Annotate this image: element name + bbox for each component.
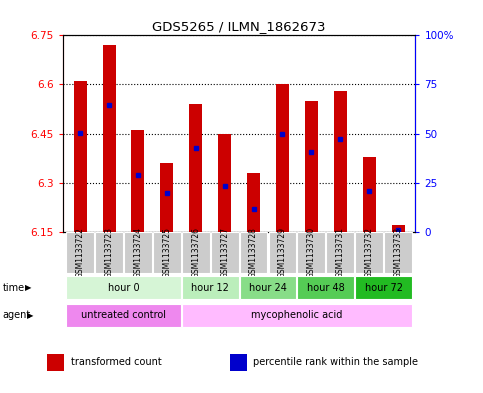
Bar — [298, 232, 325, 273]
Text: ▶: ▶ — [25, 283, 31, 292]
Text: GSM1133733: GSM1133733 — [394, 227, 402, 278]
Bar — [392, 225, 405, 232]
Bar — [182, 304, 412, 327]
Bar — [240, 232, 268, 273]
Text: GSM1133723: GSM1133723 — [104, 227, 114, 278]
Bar — [66, 232, 94, 273]
Text: GSM1133724: GSM1133724 — [133, 227, 142, 278]
Bar — [124, 232, 152, 273]
Bar — [355, 276, 412, 299]
Title: GDS5265 / ILMN_1862673: GDS5265 / ILMN_1862673 — [152, 20, 326, 33]
Bar — [305, 101, 318, 232]
Bar — [269, 232, 296, 273]
Bar — [153, 232, 181, 273]
Bar — [276, 84, 289, 232]
Text: GSM1133732: GSM1133732 — [365, 227, 374, 278]
Bar — [47, 354, 64, 371]
Text: time: time — [2, 283, 25, 293]
Text: mycophenolic acid: mycophenolic acid — [251, 310, 342, 320]
Text: agent: agent — [2, 310, 30, 320]
Text: GSM1133722: GSM1133722 — [76, 227, 85, 278]
Text: GSM1133726: GSM1133726 — [191, 227, 200, 278]
Bar — [355, 232, 383, 273]
Bar — [95, 232, 123, 273]
Bar — [327, 232, 354, 273]
Bar — [363, 156, 376, 232]
Text: transformed count: transformed count — [71, 357, 161, 367]
Bar — [182, 276, 239, 299]
Text: hour 72: hour 72 — [365, 283, 403, 293]
Text: untreated control: untreated control — [81, 310, 166, 320]
Text: GSM1133729: GSM1133729 — [278, 227, 287, 278]
Bar — [230, 354, 247, 371]
Text: GSM1133731: GSM1133731 — [336, 227, 345, 278]
Text: ▶: ▶ — [27, 311, 33, 320]
Bar — [240, 276, 296, 299]
Text: hour 24: hour 24 — [249, 283, 287, 293]
Bar — [298, 276, 354, 299]
Text: hour 48: hour 48 — [307, 283, 345, 293]
Bar — [247, 173, 260, 232]
Text: hour 0: hour 0 — [108, 283, 139, 293]
Text: GSM1133728: GSM1133728 — [249, 227, 258, 278]
Bar — [102, 45, 115, 232]
Bar — [189, 104, 202, 232]
Text: GSM1133730: GSM1133730 — [307, 227, 316, 278]
Bar — [384, 232, 412, 273]
Text: GSM1133727: GSM1133727 — [220, 227, 229, 278]
Bar — [66, 276, 181, 299]
Bar — [211, 232, 239, 273]
Text: GSM1133725: GSM1133725 — [162, 227, 171, 278]
Bar — [73, 81, 86, 232]
Bar — [131, 130, 144, 232]
Bar — [66, 304, 181, 327]
Bar — [334, 91, 347, 232]
Text: percentile rank within the sample: percentile rank within the sample — [253, 357, 418, 367]
Text: hour 12: hour 12 — [191, 283, 229, 293]
Bar — [218, 134, 231, 232]
Bar — [182, 232, 210, 273]
Bar — [160, 163, 173, 232]
